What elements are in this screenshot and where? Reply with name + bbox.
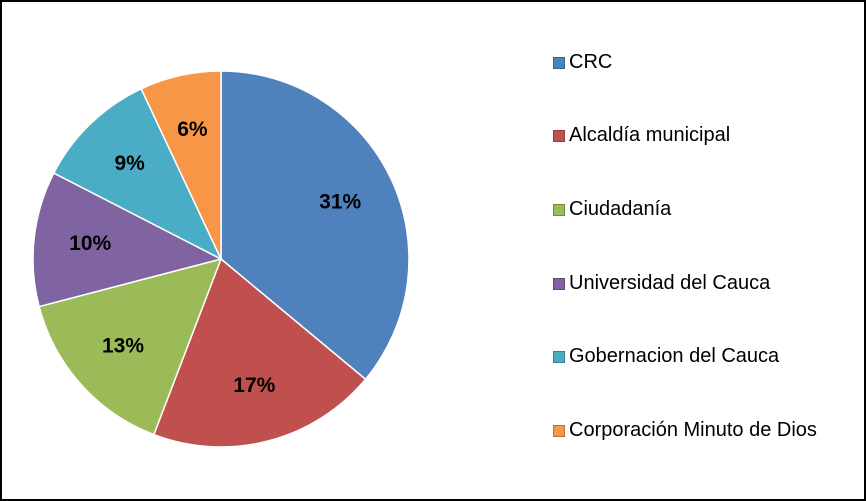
legend-swatch [553, 204, 565, 216]
data-label: 17% [233, 374, 275, 397]
legend-swatch [553, 278, 565, 290]
legend-label: CRC [569, 51, 613, 73]
legend-item: Ciudadanía [553, 197, 823, 221]
pie-slice [220, 70, 410, 381]
data-label: 13% [102, 334, 144, 357]
legend-swatch [553, 130, 565, 142]
legend-swatch [553, 351, 565, 363]
legend-label: Alcaldía municipal [569, 124, 731, 146]
legend-label: Gobernacion del Cauca [569, 345, 780, 367]
pie-slice [38, 257, 223, 436]
data-label: 31% [319, 191, 361, 214]
legend-swatch [553, 57, 565, 69]
legend-item: Universidad del Cauca [553, 271, 823, 295]
legend-item: CRC [553, 50, 823, 74]
pie-slice [32, 172, 224, 308]
data-label: 6% [177, 118, 208, 141]
pie-slice [52, 87, 223, 261]
legend-item: Corporación Minuto de Dios [553, 418, 823, 442]
pie-slice [152, 257, 367, 448]
pie-slice [140, 70, 222, 260]
legend-label: Corporación Minuto de Dios [569, 419, 817, 441]
data-label: 10% [69, 232, 111, 255]
legend-label: Universidad del Cauca [569, 272, 771, 294]
legend-swatch [553, 425, 565, 437]
legend-item: Alcaldía municipal [553, 123, 823, 147]
legend-item: Gobernacion del Cauca [553, 344, 823, 368]
data-label: 9% [114, 152, 145, 175]
legend-label: Ciudadanía [569, 198, 672, 220]
